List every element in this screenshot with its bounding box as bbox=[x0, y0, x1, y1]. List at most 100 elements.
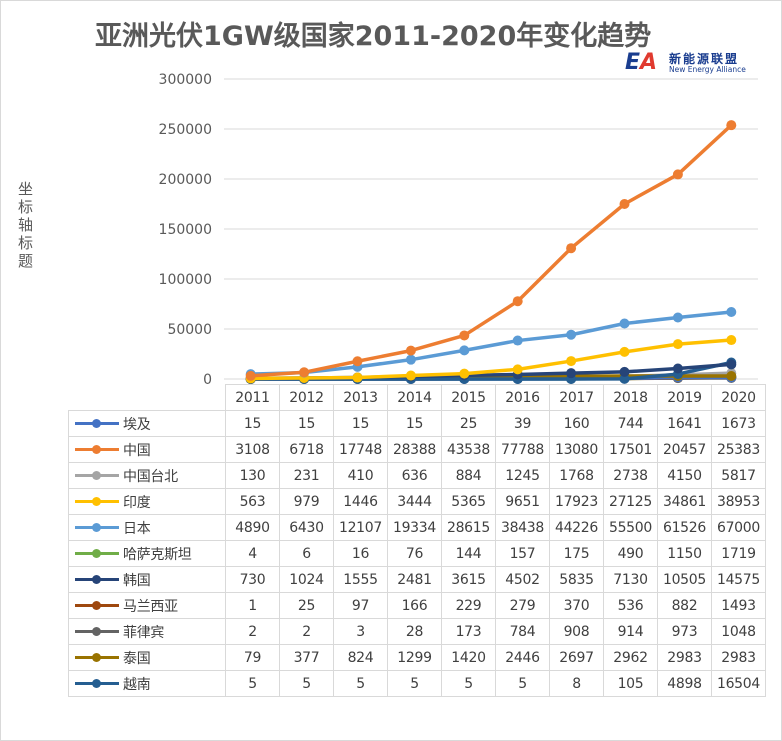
data-label: 20457 bbox=[657, 436, 712, 463]
data-point bbox=[566, 329, 577, 340]
legend-key bbox=[75, 496, 119, 507]
data-label: 1673 bbox=[711, 410, 766, 437]
data-label: 2738 bbox=[603, 462, 658, 489]
data-label: 908 bbox=[549, 618, 604, 645]
data-point bbox=[459, 345, 470, 356]
data-label: 979 bbox=[279, 488, 334, 515]
data-label: 1420 bbox=[441, 644, 496, 671]
y-tick-label: 200000 bbox=[159, 172, 212, 188]
data-point bbox=[672, 312, 683, 323]
data-label: 16 bbox=[333, 540, 388, 567]
data-point bbox=[405, 354, 416, 365]
data-label: 44226 bbox=[549, 514, 604, 541]
data-label: 15 bbox=[225, 410, 280, 437]
y-tick-label: 50000 bbox=[167, 322, 212, 338]
data-label: 61526 bbox=[657, 514, 712, 541]
series-name: 马兰西亚 bbox=[123, 598, 178, 615]
data-label: 4890 bbox=[225, 514, 280, 541]
data-point bbox=[726, 120, 737, 131]
data-label: 8 bbox=[549, 670, 604, 697]
x-tick-label: 2012 bbox=[279, 384, 334, 411]
series-name: 印度 bbox=[123, 494, 151, 511]
table-row: 泰国 79 377 824 1299 1420 2446 2697 2962 2983 2983 bbox=[68, 644, 766, 671]
chart-title: 亚洲光伏1GW级国家2011-2020年变化趋势 bbox=[95, 21, 652, 52]
data-point bbox=[726, 335, 737, 346]
data-point bbox=[619, 198, 630, 209]
data-label: 28 bbox=[387, 618, 442, 645]
data-label: 105 bbox=[603, 670, 658, 697]
legend-entry: 越南 bbox=[68, 670, 226, 697]
legend-key bbox=[75, 548, 119, 559]
data-label: 6430 bbox=[279, 514, 334, 541]
data-label: 6718 bbox=[279, 436, 334, 463]
data-label: 1245 bbox=[495, 462, 550, 489]
table-row: 哈萨克斯坦 4 6 16 76 144 157 175 490 1150 1719 bbox=[68, 540, 766, 567]
table-row: 中国 3108 6718 17748 28388 43538 77788 13080 17501… bbox=[68, 436, 766, 463]
data-label: 19334 bbox=[387, 514, 442, 541]
data-point bbox=[619, 346, 630, 357]
data-label: 14575 bbox=[711, 566, 766, 593]
table-row: 埃及 15 15 15 15 25 39 160 744 1641 1673 bbox=[68, 410, 766, 437]
data-label: 1024 bbox=[279, 566, 334, 593]
data-point bbox=[405, 370, 416, 381]
data-label: 10505 bbox=[657, 566, 712, 593]
data-point bbox=[619, 373, 630, 384]
data-label: 2983 bbox=[711, 644, 766, 671]
x-tick-label: 2016 bbox=[495, 384, 550, 411]
table-corner bbox=[68, 384, 226, 411]
data-point bbox=[459, 368, 470, 379]
logo-name-cn: 新能源联盟 bbox=[669, 52, 740, 66]
x-tick-label: 2014 bbox=[387, 384, 442, 411]
data-label: 9651 bbox=[495, 488, 550, 515]
data-table: 2011 2012 2013 2014 2015 2016 2017 2018 2019 2020… bbox=[68, 384, 766, 697]
data-label: 25 bbox=[441, 410, 496, 437]
x-tick-label: 2019 bbox=[657, 384, 712, 411]
data-label: 5365 bbox=[441, 488, 496, 515]
data-point bbox=[726, 359, 737, 370]
data-point bbox=[726, 307, 737, 317]
data-label: 914 bbox=[603, 618, 658, 645]
data-label: 2446 bbox=[495, 644, 550, 671]
table-row: 中国台北 130 231 410 636 884 1245 1768 2738 4150 5817 bbox=[68, 462, 766, 489]
legend-key bbox=[75, 626, 119, 637]
data-label: 43538 bbox=[441, 436, 496, 463]
data-label: 5 bbox=[387, 670, 442, 697]
data-label: 4502 bbox=[495, 566, 550, 593]
data-label: 17501 bbox=[603, 436, 658, 463]
data-label: 3615 bbox=[441, 566, 496, 593]
data-label: 4150 bbox=[657, 462, 712, 489]
data-label: 490 bbox=[603, 540, 658, 567]
data-label: 77788 bbox=[495, 436, 550, 463]
data-point bbox=[512, 296, 523, 307]
data-label: 97 bbox=[333, 592, 388, 619]
data-label: 279 bbox=[495, 592, 550, 619]
logo-mark-e: E bbox=[625, 50, 641, 75]
legend-entry: 菲律宾 bbox=[68, 618, 226, 645]
data-point bbox=[726, 371, 737, 382]
data-label: 12107 bbox=[333, 514, 388, 541]
data-label: 2697 bbox=[549, 644, 604, 671]
legend-entry: 韩国 bbox=[68, 566, 226, 593]
series-name: 中国 bbox=[123, 442, 151, 459]
legend-key bbox=[75, 574, 119, 585]
data-label: 144 bbox=[441, 540, 496, 567]
data-label: 15 bbox=[279, 410, 334, 437]
legend-entry: 中国台北 bbox=[68, 462, 226, 489]
data-point bbox=[619, 366, 630, 377]
data-label: 1299 bbox=[387, 644, 442, 671]
data-label: 5 bbox=[333, 670, 388, 697]
y-tick-label: 250000 bbox=[159, 122, 212, 138]
y-tick-label: 0 bbox=[203, 372, 212, 388]
legend-entry: 马兰西亚 bbox=[68, 592, 226, 619]
data-label: 1493 bbox=[711, 592, 766, 619]
data-label: 6 bbox=[279, 540, 334, 567]
data-label: 882 bbox=[657, 592, 712, 619]
data-point bbox=[405, 345, 416, 356]
data-point bbox=[245, 370, 256, 381]
data-point bbox=[512, 335, 523, 346]
legend-entry: 泰国 bbox=[68, 644, 226, 671]
y-axis-title: 坐标轴标题 bbox=[18, 180, 34, 270]
data-label: 16504 bbox=[711, 670, 766, 697]
new-energy-alliance-logo: EA 新能源联盟 New Energy Alliance bbox=[625, 50, 760, 76]
logo-name-en: New Energy Alliance bbox=[669, 65, 746, 74]
